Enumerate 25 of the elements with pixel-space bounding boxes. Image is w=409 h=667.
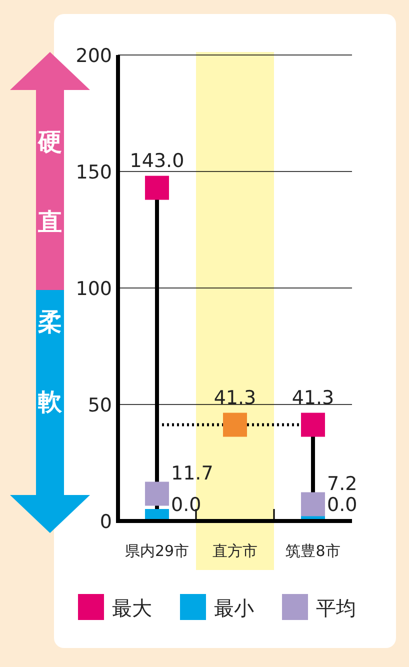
y-tick-label: 200 [76, 45, 112, 67]
point [223, 412, 247, 437]
text: 柔軟 [38, 308, 62, 416]
point [301, 492, 325, 516]
x-tick-label: 県内29市 [124, 542, 190, 560]
data-label: 0.0 [171, 494, 202, 516]
point [145, 482, 169, 506]
data-label: 143.0 [130, 150, 184, 172]
data-label: 0.0 [327, 494, 358, 516]
point [145, 176, 169, 200]
point [301, 412, 325, 437]
x-tick-label: 直方市 [212, 542, 258, 560]
data-label: 41.3 [214, 386, 256, 409]
legend-label: 最大 [112, 596, 152, 620]
data-label: 11.7 [171, 462, 214, 485]
legend-label: 平均 [316, 596, 356, 620]
y-tick-label: 50 [88, 394, 112, 416]
legend-label: 最小 [214, 596, 254, 620]
data-label: 41.3 [292, 386, 334, 409]
x-tick-label: 筑豊8市 [286, 542, 340, 560]
data-label: 7.2 [327, 473, 358, 496]
y-tick-label: 150 [76, 162, 112, 184]
y-tick-label: 100 [76, 278, 112, 300]
y-tick-label: 0 [100, 511, 112, 533]
text: 硬直 [38, 128, 62, 236]
